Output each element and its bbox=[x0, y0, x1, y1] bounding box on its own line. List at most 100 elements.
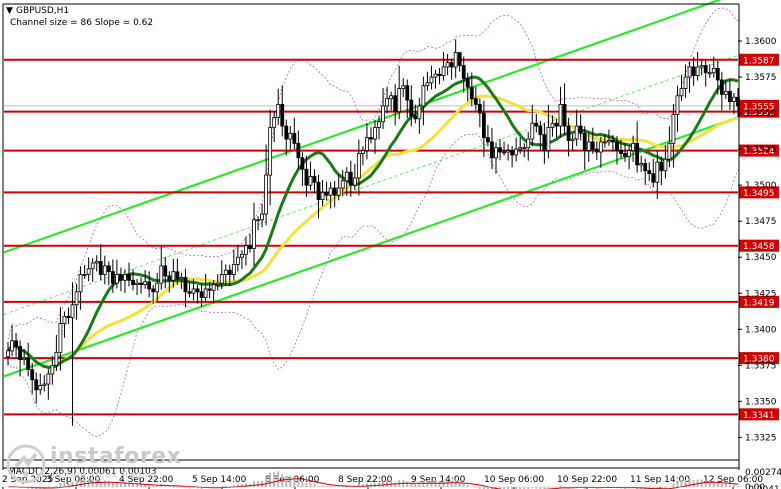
candle-body bbox=[433, 73, 438, 78]
candle-body bbox=[38, 385, 43, 391]
channel-upper-line bbox=[3, 0, 723, 254]
candle-body bbox=[675, 95, 680, 115]
candle-body bbox=[594, 148, 599, 153]
candle-body bbox=[296, 142, 301, 159]
candle-body bbox=[280, 104, 285, 127]
candle-body bbox=[623, 153, 627, 157]
candle-body bbox=[590, 141, 595, 150]
candle-body bbox=[627, 150, 631, 157]
candle-body bbox=[574, 125, 579, 140]
candle-body bbox=[135, 282, 139, 286]
candle-body bbox=[530, 122, 535, 140]
candle-body bbox=[191, 288, 196, 294]
candle-body bbox=[582, 132, 587, 151]
candle-body bbox=[183, 276, 188, 293]
candle-body bbox=[647, 170, 652, 175]
candle-body bbox=[631, 142, 636, 151]
candle-body bbox=[449, 62, 454, 68]
macd-tick-label: 0.00274 bbox=[745, 468, 781, 478]
candle-body bbox=[348, 171, 353, 186]
level-label: 1.3458 bbox=[743, 242, 775, 252]
candle-body bbox=[732, 96, 736, 102]
level-label: 1.3587 bbox=[743, 56, 775, 66]
candle-body bbox=[397, 88, 402, 113]
candle-body bbox=[352, 177, 357, 186]
candle-body bbox=[361, 150, 365, 154]
candle-body bbox=[578, 125, 583, 134]
candle-body bbox=[586, 141, 591, 151]
candle-body bbox=[110, 271, 115, 284]
candle-body bbox=[10, 340, 14, 352]
y-tick-label: 1.3500 bbox=[745, 181, 777, 191]
candle-body bbox=[151, 288, 156, 293]
candle-body bbox=[316, 181, 321, 200]
candle-body bbox=[78, 274, 83, 293]
candle-body bbox=[114, 274, 119, 284]
x-tick-label: 3 Sep 06:00 bbox=[46, 475, 101, 485]
candle-body bbox=[365, 137, 369, 151]
candle-body bbox=[651, 173, 656, 183]
candle-body bbox=[256, 219, 260, 222]
candle-body bbox=[715, 68, 720, 81]
candle-body bbox=[639, 163, 644, 166]
candle-body bbox=[425, 82, 430, 87]
candle-body bbox=[683, 76, 688, 89]
candle-body bbox=[260, 213, 264, 221]
candle-body bbox=[518, 147, 523, 150]
level-badge bbox=[739, 408, 779, 421]
candle-body bbox=[223, 269, 228, 275]
candle-body bbox=[385, 98, 389, 107]
candle-body bbox=[506, 150, 510, 153]
candle-body bbox=[219, 274, 224, 284]
level-badge bbox=[739, 352, 779, 365]
candle-body bbox=[26, 357, 31, 371]
candle-body bbox=[171, 271, 176, 281]
y-tick-label: 1.3400 bbox=[745, 325, 777, 335]
candle-body bbox=[328, 187, 333, 196]
candle-body bbox=[405, 85, 410, 101]
candle-body bbox=[123, 274, 127, 281]
level-label: 1.3341 bbox=[743, 411, 775, 421]
candle-body bbox=[324, 191, 329, 196]
x-tick-label: 4 Sep 22:00 bbox=[119, 475, 174, 485]
candle-body bbox=[611, 140, 615, 143]
candle-body bbox=[542, 134, 547, 151]
candle-body bbox=[607, 140, 611, 143]
candle-body bbox=[558, 104, 563, 127]
candle-body bbox=[477, 104, 482, 114]
level-label: 1.3551 bbox=[743, 108, 775, 118]
candle-body bbox=[155, 282, 160, 293]
candle-body bbox=[598, 141, 603, 153]
current-price-label: 1.3555 bbox=[743, 102, 775, 112]
candle-body bbox=[473, 98, 478, 105]
candle-body bbox=[453, 52, 458, 68]
candle-body bbox=[554, 122, 559, 127]
candle-body bbox=[94, 261, 99, 264]
level-badge bbox=[739, 186, 779, 199]
candle-body bbox=[46, 373, 51, 385]
candle-body bbox=[143, 281, 148, 286]
current-price-badge bbox=[739, 99, 779, 112]
level-label: 1.3495 bbox=[743, 189, 775, 199]
candle-body bbox=[268, 127, 273, 176]
channel-label: Channel size = 86 Slope = 0.62 bbox=[10, 18, 153, 28]
candle-body bbox=[22, 357, 27, 360]
candle-body bbox=[602, 141, 607, 144]
candle-body bbox=[498, 147, 502, 153]
candle-body bbox=[469, 86, 474, 100]
candle-body bbox=[199, 291, 204, 298]
candle-body bbox=[619, 150, 623, 154]
candle-body bbox=[86, 268, 91, 275]
candle-body bbox=[54, 351, 59, 366]
y-tick-label: 1.3375 bbox=[745, 361, 777, 371]
candle-body bbox=[6, 350, 10, 358]
candle-body bbox=[437, 73, 442, 77]
candle-body bbox=[175, 271, 180, 280]
candle-body bbox=[377, 121, 381, 128]
candle-body bbox=[615, 141, 619, 151]
macd-tick-label: -0.00417 bbox=[745, 485, 781, 489]
candle-body bbox=[534, 122, 539, 127]
candle-body bbox=[70, 304, 75, 319]
channel-lower-line bbox=[3, 116, 739, 378]
macd-signal-line bbox=[7, 478, 739, 489]
